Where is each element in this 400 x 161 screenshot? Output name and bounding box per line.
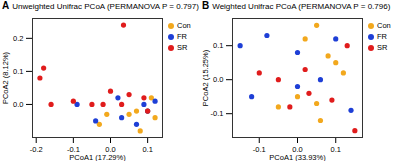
html-text:Con: Con: [177, 21, 191, 30]
svg-text:0.0: 0.0: [105, 144, 116, 154]
svg-text:0.2: 0.2: [13, 34, 23, 43]
svg-text:PCoA1 (17.29%): PCoA1 (17.29%): [69, 153, 126, 161]
svg-text:0.1: 0.1: [331, 145, 341, 154]
svg-text:0.1: 0.1: [213, 41, 223, 50]
html-text:FR: FR: [177, 32, 187, 41]
svg-text:PCoA2 (15.25%): PCoA2 (15.25%): [201, 49, 210, 106]
html-text:FR: FR: [377, 32, 387, 41]
svg-text:-0.1: -0.1: [66, 144, 80, 154]
svg-text:PCoA1 (33.93%): PCoA1 (33.93%): [269, 153, 326, 161]
svg-text:-0.1: -0.1: [211, 109, 224, 118]
svg-text:-0.1: -0.1: [253, 145, 266, 154]
svg-text:0.1: 0.1: [13, 67, 23, 76]
html-text:SR: SR: [377, 43, 388, 52]
html-text:Con: Con: [377, 21, 391, 30]
svg-text:0.1: 0.1: [142, 145, 152, 154]
html-text:B Weighted Unifrac PCoA (PERMA: B Weighted Unifrac PCoA (PERMANOVA P = 0…: [202, 0, 391, 11]
svg-text:0.0: 0.0: [13, 100, 23, 109]
svg-text:-0.2: -0.2: [30, 145, 43, 154]
html-text:SR: SR: [177, 43, 188, 52]
svg-text:0.0: 0.0: [292, 144, 303, 154]
svg-text:PCoA2 (8.12%): PCoA2 (8.12%): [1, 51, 10, 104]
svg-text:0.0: 0.0: [213, 75, 223, 84]
html-text:A Unweighted Unifrac PCoA (PER: A Unweighted Unifrac PCoA (PERMANOVA P =…: [2, 0, 199, 11]
